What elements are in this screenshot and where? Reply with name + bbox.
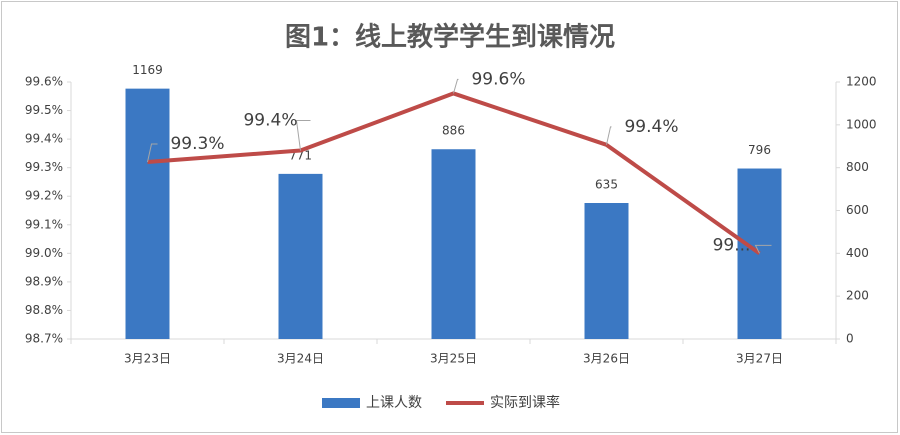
line-value-label: 99.3% <box>170 134 224 154</box>
legend-swatch <box>322 398 360 408</box>
bar <box>737 168 782 339</box>
chart-title: 图1：线上教学学生到课情况 <box>285 22 615 53</box>
leader-line <box>147 143 158 163</box>
y-tick-label: 99.2% <box>25 189 63 203</box>
line-value-label: 99.6% <box>471 69 525 89</box>
y2-tick-label: 600 <box>846 203 869 217</box>
x-tick-label: 3月24日 <box>277 352 324 366</box>
x-tick-label: 3月26日 <box>583 352 630 366</box>
bar-value-label: 796 <box>748 143 771 157</box>
y2-tick-label: 200 <box>846 289 869 303</box>
bar <box>584 203 629 339</box>
bar <box>278 173 323 339</box>
x-tick-label: 3月27日 <box>736 352 783 366</box>
y2-tick-label: 1200 <box>846 75 877 89</box>
y-tick-label: 98.9% <box>25 274 63 288</box>
leader-line <box>754 244 772 254</box>
bar <box>125 88 170 340</box>
y-tick-label: 99.0% <box>25 246 63 260</box>
legend-label: 实际到课率 <box>490 394 560 411</box>
bar-value-label: 886 <box>442 124 465 138</box>
bar-value-label: 635 <box>595 178 618 192</box>
y2-tick-label: 0 <box>846 332 854 346</box>
leader-line <box>453 78 459 94</box>
y-tick-label: 99.5% <box>25 103 63 117</box>
leader-line <box>295 120 311 151</box>
line-value-label: 99... <box>713 235 751 255</box>
x-tick-label: 3月23日 <box>124 352 171 366</box>
y-tick-label: 99.4% <box>25 132 63 146</box>
bar <box>431 149 476 339</box>
y-tick-label: 98.8% <box>25 303 63 317</box>
leader-line <box>606 126 612 145</box>
line-value-label: 99.4% <box>243 111 297 131</box>
x-tick-label: 3月25日 <box>430 352 477 366</box>
y2-tick-label: 1000 <box>846 117 877 131</box>
y-tick-label: 98.7% <box>25 332 63 346</box>
y-tick-label: 99.6% <box>25 75 63 89</box>
y2-tick-label: 400 <box>846 246 869 260</box>
y-tick-label: 99.1% <box>25 217 63 231</box>
y-tick-label: 99.3% <box>25 160 63 174</box>
legend-label: 上课人数 <box>366 395 422 411</box>
line-value-label: 99.4% <box>624 117 678 137</box>
y2-tick-label: 800 <box>846 160 869 174</box>
bar-value-label: 1169 <box>132 63 163 77</box>
